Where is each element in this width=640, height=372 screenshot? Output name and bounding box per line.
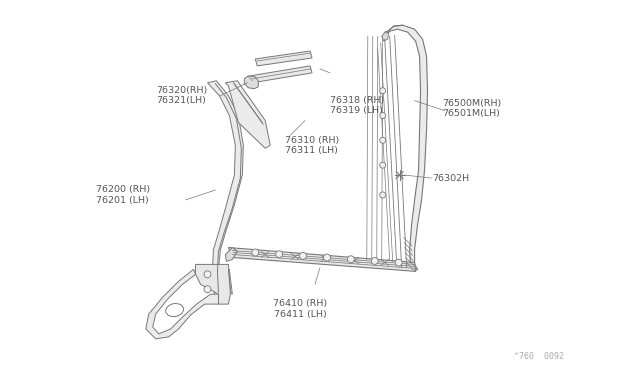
Polygon shape xyxy=(207,81,243,297)
Circle shape xyxy=(380,162,386,168)
Text: 76320(RH)
76321(LH): 76320(RH) 76321(LH) xyxy=(156,86,207,105)
Text: 76310 (RH)
76311 (LH): 76310 (RH) 76311 (LH) xyxy=(285,136,339,155)
Polygon shape xyxy=(196,264,230,304)
Text: 76318 (RH)
76319 (LH): 76318 (RH) 76319 (LH) xyxy=(330,96,384,115)
Circle shape xyxy=(300,252,307,259)
Circle shape xyxy=(395,259,402,266)
Polygon shape xyxy=(381,31,388,41)
Circle shape xyxy=(323,254,330,261)
Circle shape xyxy=(380,113,386,119)
Ellipse shape xyxy=(166,304,184,317)
Circle shape xyxy=(371,257,378,264)
Circle shape xyxy=(380,88,386,94)
Circle shape xyxy=(204,286,211,293)
Polygon shape xyxy=(228,247,415,271)
Text: 76200 (RH)
76201 (LH): 76200 (RH) 76201 (LH) xyxy=(96,185,150,205)
Polygon shape xyxy=(384,25,428,271)
Polygon shape xyxy=(250,66,312,83)
Circle shape xyxy=(276,251,283,258)
Polygon shape xyxy=(225,247,237,262)
Polygon shape xyxy=(146,269,218,339)
Text: 76500M(RH)
76501M(LH): 76500M(RH) 76501M(LH) xyxy=(442,99,502,118)
Circle shape xyxy=(380,137,386,143)
Circle shape xyxy=(252,249,259,256)
Polygon shape xyxy=(225,81,270,148)
Text: ^760  0092: ^760 0092 xyxy=(514,352,564,361)
Text: 76410 (RH)
76411 (LH): 76410 (RH) 76411 (LH) xyxy=(273,299,327,318)
Polygon shape xyxy=(244,76,259,89)
Circle shape xyxy=(204,271,211,278)
Text: 76302H: 76302H xyxy=(433,174,470,183)
Polygon shape xyxy=(255,51,312,66)
Circle shape xyxy=(380,192,386,198)
Circle shape xyxy=(348,256,355,263)
